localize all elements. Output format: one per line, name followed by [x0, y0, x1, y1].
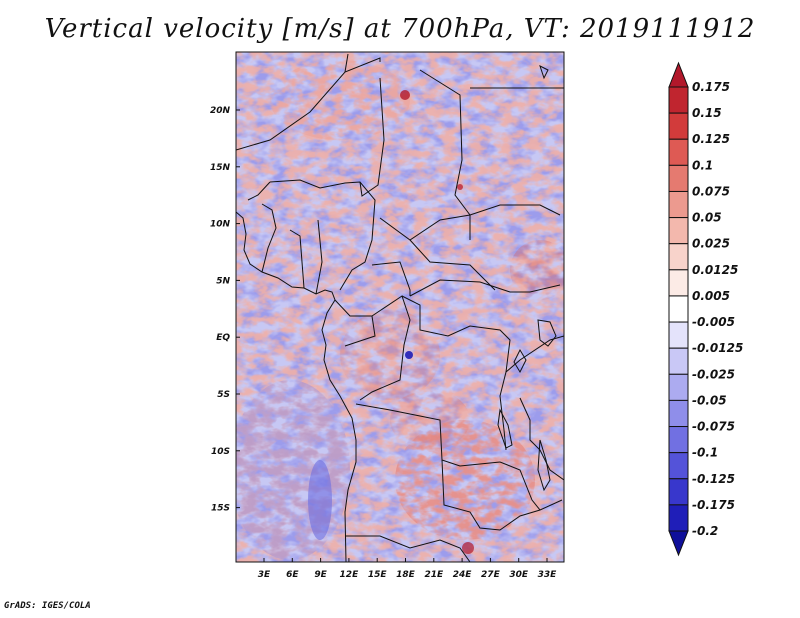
- lat-tick-label: 15S: [211, 504, 230, 514]
- lon-tick-label: 9E: [314, 570, 327, 580]
- lon-tick-label: 30E: [509, 570, 529, 580]
- map-title: Vertical velocity [m/s] at 700hPa, VT: 2…: [44, 14, 756, 44]
- colorbar-label: 0.125: [692, 132, 730, 146]
- lon-tick-label: 15E: [368, 570, 388, 580]
- colorbar-swatch: [668, 347, 689, 375]
- lon-tick-label: 6E: [286, 570, 299, 580]
- colorbar-label: -0.025: [692, 367, 735, 381]
- colorbar-label: -0.05: [692, 393, 727, 407]
- lat-tick-label: 5S: [217, 390, 230, 400]
- map-frame: [235, 51, 565, 563]
- colorbar-bottom-arrow: [668, 530, 689, 557]
- colorbar-swatch: [668, 478, 689, 506]
- colorbar-label: 0.025: [692, 237, 730, 251]
- grads-credit: GrADS: IGES/COLA: [4, 601, 91, 611]
- colorbar-label: -0.2: [692, 524, 718, 538]
- colorbar-swatch: [668, 373, 689, 401]
- colorbar-label: -0.075: [692, 420, 735, 434]
- colorbar-swatch: [668, 504, 689, 532]
- lat-tick-label: EQ: [216, 333, 230, 343]
- colorbar-label: -0.0125: [692, 341, 743, 355]
- colorbar-top-arrow: [668, 61, 689, 88]
- colorbar-swatch: [668, 426, 689, 454]
- lat-tick-label: 10S: [211, 447, 230, 457]
- colorbar-swatch: [668, 269, 689, 297]
- lon-tick-label: 24E: [453, 570, 473, 580]
- colorbar-label: 0.005: [692, 289, 730, 303]
- lat-tick-label: 5N: [216, 276, 230, 286]
- longitude-axis: 3E 6E 9E 12E 15E 18E 21E 24E 27E 30E 33E: [258, 558, 557, 580]
- colorbar-label: -0.005: [692, 315, 735, 329]
- lon-tick-label: 18E: [396, 570, 416, 580]
- colorbar-swatch: [668, 86, 689, 114]
- lon-tick-label: 12E: [340, 570, 360, 580]
- colorbar-label: 0.075: [692, 184, 730, 198]
- colorbar-swatch: [668, 112, 689, 140]
- lon-tick-label: 27E: [481, 570, 501, 580]
- colorbar-swatch: [668, 243, 689, 271]
- colorbar-swatch: [668, 217, 689, 245]
- lon-tick-label: 3E: [258, 570, 271, 580]
- colorbar-label: -0.175: [692, 498, 735, 512]
- lat-tick-label: 10N: [210, 220, 231, 230]
- vertical-velocity-field: [236, 52, 564, 562]
- colorbar-swatch: [668, 138, 689, 166]
- lon-tick-label: 21E: [424, 570, 444, 580]
- lat-tick-label: 15N: [210, 163, 231, 173]
- colorbar-label: 0.1: [692, 158, 713, 172]
- colorbar-label: -0.125: [692, 472, 735, 486]
- country-borders: [236, 53, 564, 562]
- latitude-axis: 20N 15N 10N 5N EQ 5S 10S 15S: [210, 106, 240, 514]
- colorbar-swatch: [668, 190, 689, 219]
- colorbar-label: 0.175: [692, 80, 730, 94]
- colorbar-label: 0.15: [692, 106, 722, 120]
- colorbar-label: -0.1: [692, 446, 718, 460]
- colorbar-swatch: [668, 164, 689, 192]
- lat-tick-label: 20N: [210, 106, 231, 116]
- lon-tick-label: 33E: [538, 570, 558, 580]
- colorbar-swatch: [668, 452, 689, 480]
- colorbar-label: 0.0125: [692, 263, 738, 277]
- colorbar: 0.175 0.15 0.125 0.1 0.075 0.05 0.025 0.0125 0.0…: [668, 61, 743, 557]
- colorbar-label: 0.05: [692, 211, 722, 225]
- colorbar-swatch: [668, 295, 689, 323]
- colorbar-swatch: [668, 399, 689, 428]
- colorbar-swatch: [668, 321, 689, 349]
